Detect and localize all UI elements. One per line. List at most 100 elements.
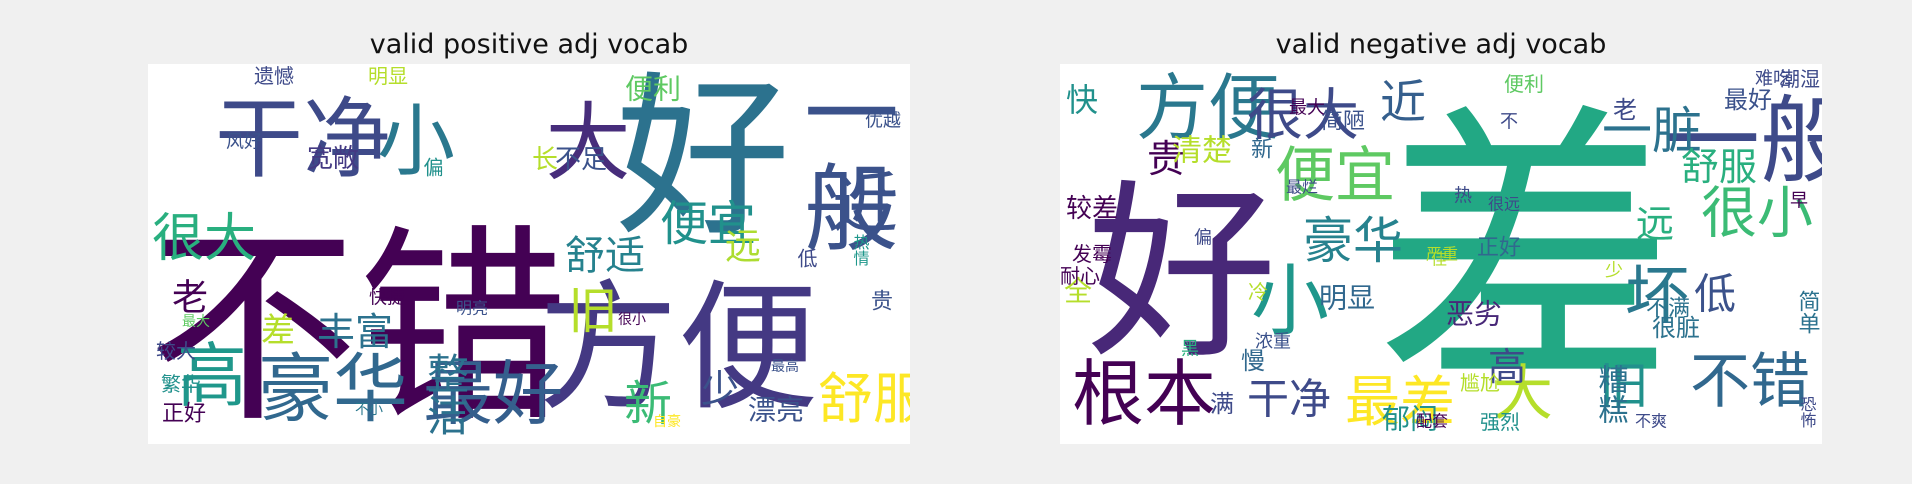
word-mark: 简陋 — [1321, 110, 1365, 135]
word-mark: 潮湿 — [1780, 67, 1820, 91]
word-mark: 近 — [832, 166, 898, 243]
word-mark: 糟糕 — [1593, 364, 1629, 424]
word-mark: 早 — [1790, 191, 1808, 212]
word-mark: 不足 — [555, 145, 607, 175]
word-mark: 便宜 — [1275, 141, 1395, 211]
word-mark: 尴尬 — [1460, 371, 1500, 395]
word-mark: 整洁 — [421, 352, 470, 436]
word-mark: 宽敞 — [307, 144, 359, 174]
word-mark: 偏 — [1194, 228, 1212, 249]
word-mark: 不错 — [1690, 347, 1810, 417]
word-mark: 偏 — [420, 157, 444, 177]
word-mark: 少 — [701, 367, 739, 411]
word-mark: 严重 — [1426, 245, 1458, 264]
word-mark: 少 — [1605, 261, 1623, 282]
word-mark: 方便 — [538, 268, 818, 431]
word-mark: 繁华 — [161, 372, 201, 396]
word-mark: 小 — [377, 97, 455, 187]
word-mark: 便利 — [625, 73, 681, 106]
word-mark: 最高 — [771, 358, 799, 375]
word-mark: 最差 — [1345, 370, 1455, 434]
word-mark: 新 — [624, 376, 672, 432]
word-mark: 发霉 — [1072, 242, 1112, 266]
word-mark: 最好 — [1724, 86, 1772, 114]
word-mark: 慢 — [1241, 347, 1265, 375]
word-mark: 贵 — [1147, 137, 1185, 181]
word-mark: 豪华 — [258, 345, 408, 433]
word-mark: 浓重 — [1255, 332, 1291, 353]
word-mark: 不小 — [355, 402, 383, 418]
word-mark: 舒服 — [1681, 145, 1757, 189]
word-mark: 郁闷 — [1382, 403, 1438, 436]
word-mark: 新 — [1251, 138, 1273, 163]
word-mark: 漂亮 — [748, 394, 804, 427]
word-mark: 豪华 — [1303, 212, 1403, 270]
word-mark: 舒服 — [818, 367, 910, 431]
word-mark: 较差 — [1066, 194, 1118, 224]
word-mark: 舒适 — [565, 233, 645, 279]
word-mark: 高 — [1488, 345, 1526, 389]
word-mark: 正好 — [162, 402, 206, 427]
word-mark: 简单 — [1795, 290, 1820, 334]
word-mark: 大 — [1493, 359, 1553, 429]
word-mark: 自豪 — [653, 414, 681, 430]
word-mark: 一脏 — [1602, 102, 1702, 160]
left-panel-title: valid positive adj vocab — [369, 29, 689, 60]
word-mark: 很远 — [1488, 195, 1520, 214]
positive-word-cloud: 不错好方便 一般 干净 大小豪华 最好 近高 舒服 便宜 很大旧新 整洁 舒适 丰富少 老差 远 便利 漂亮 宽… — [148, 64, 910, 444]
word-mark: 好 — [1087, 164, 1277, 385]
word-mark: 近 — [1380, 75, 1426, 129]
word-mark: 最大 — [182, 314, 210, 330]
word-mark: 快 — [1066, 81, 1098, 119]
word-mark: 长 — [532, 145, 558, 175]
word-mark: 大 — [545, 95, 630, 194]
word-mark: 难吃 — [1755, 69, 1791, 90]
word-mark: 优越 — [865, 111, 901, 132]
word-mark: 最大 — [1289, 98, 1325, 119]
word-mark: 贵 — [871, 290, 893, 315]
word-mark: 风好 — [226, 132, 262, 153]
word-mark: 配套 — [1416, 412, 1448, 431]
word-mark: 快捷 — [369, 288, 405, 309]
word-mark: 不爽 — [1635, 412, 1667, 431]
word-mark: 丰富 — [317, 310, 393, 354]
word-mark: 旧 — [1599, 357, 1649, 415]
word-mark: 远 — [725, 227, 761, 268]
word-mark: 最烂 — [1286, 178, 1318, 197]
word-mark: 热情 — [851, 234, 870, 267]
word-mark: 干净 — [215, 88, 391, 191]
word-mark: 全 — [1064, 275, 1092, 308]
word-mark: 强烈 — [1480, 410, 1520, 434]
word-mark: 差 — [261, 311, 295, 351]
word-mark: 明亮 — [456, 299, 488, 318]
word-mark: 好 — [616, 64, 791, 261]
word-mark: 老 — [172, 278, 208, 319]
word-mark: 很大 — [152, 209, 256, 269]
word-mark: 差 — [1375, 80, 1675, 429]
word-mark: 佳 — [1431, 250, 1447, 269]
word-mark: 便宜 — [660, 196, 756, 252]
word-mark: 不 — [1500, 112, 1518, 133]
word-mark: 远 — [1636, 202, 1674, 246]
word-mark: 恐怖 — [1798, 396, 1817, 428]
word-mark: 不满 — [1646, 297, 1690, 322]
word-mark: 正好 — [1477, 236, 1521, 261]
word-mark: 满 — [1210, 390, 1234, 418]
right-panel-title: valid negative adj vocab — [1275, 29, 1607, 60]
negative-word-cloud: 差好 一般 方便小根本 很大 不错坏 便宜 很小 最差大旧 豪华 一脏 近低干净 舒服远高 贵 快清楚 明显… — [1060, 64, 1822, 444]
word-mark: 老 — [1613, 96, 1637, 124]
word-mark: 不错 — [148, 207, 568, 445]
word-mark: 低 — [794, 248, 818, 268]
negative-word-cloud-canvas: 差好 一般 方便小根本 很大不错坏 便宜很小最差大旧 豪华 一脏 近低干净 舒服远高 贵 快清楚明显… — [1060, 66, 1822, 436]
word-mark: 一般 — [1665, 87, 1822, 197]
word-mark: 很小 — [1701, 182, 1813, 247]
word-mark: 清楚 — [1172, 134, 1232, 169]
word-mark: 恶劣 — [1446, 298, 1502, 331]
word-mark: 耐心 — [1060, 264, 1100, 288]
word-mark: 明显 — [1319, 282, 1375, 315]
word-mark: 很小 — [618, 312, 646, 328]
word-mark: 最好 — [423, 353, 563, 435]
word-mark: 明显 — [368, 64, 408, 88]
word-mark: 较大 — [156, 339, 196, 363]
